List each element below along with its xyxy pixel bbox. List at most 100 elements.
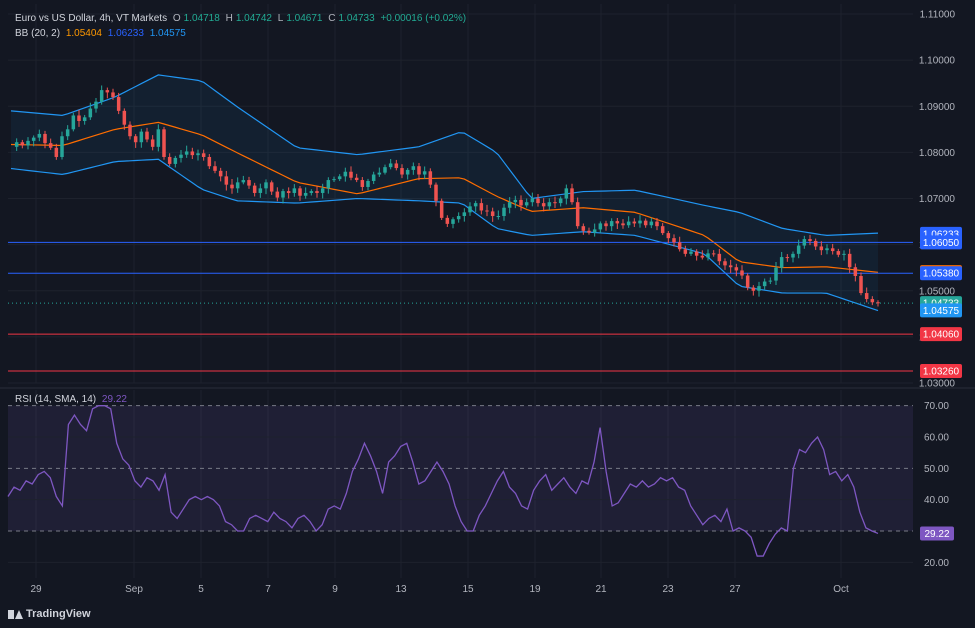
candlestick[interactable] <box>26 137 30 150</box>
candlestick[interactable] <box>354 173 359 183</box>
candlestick[interactable] <box>842 250 846 261</box>
candlestick[interactable] <box>145 127 149 143</box>
candlestick[interactable] <box>643 218 648 228</box>
candlestick[interactable] <box>774 262 778 286</box>
candlestick[interactable] <box>706 249 710 261</box>
candlestick[interactable] <box>870 296 875 306</box>
candlestick[interactable] <box>553 196 557 208</box>
candlestick[interactable] <box>796 239 801 259</box>
candlestick[interactable] <box>400 164 404 179</box>
candlestick[interactable] <box>615 217 620 230</box>
candlestick[interactable] <box>587 227 591 235</box>
candlestick[interactable] <box>77 109 81 127</box>
candlestick[interactable] <box>779 251 784 273</box>
candlestick[interactable] <box>309 189 314 196</box>
candlestick[interactable] <box>383 164 387 175</box>
candlestick[interactable] <box>547 198 552 211</box>
rsi-legend[interactable]: RSI (14, SMA, 14) 29.22 <box>15 394 130 405</box>
candlestick[interactable] <box>37 129 42 142</box>
candlestick[interactable] <box>581 223 586 235</box>
candlestick[interactable] <box>377 167 382 177</box>
candlestick[interactable] <box>813 238 818 250</box>
candlestick[interactable] <box>672 234 676 247</box>
candlestick[interactable] <box>360 177 365 191</box>
candlestick[interactable] <box>462 208 467 222</box>
candlestick[interactable] <box>683 245 688 257</box>
candlestick[interactable] <box>745 273 750 291</box>
candlestick[interactable] <box>638 215 642 228</box>
candlestick[interactable] <box>275 187 280 202</box>
candlestick[interactable] <box>235 177 240 193</box>
candlestick[interactable] <box>269 180 274 195</box>
candlestick[interactable] <box>71 112 76 132</box>
candlestick[interactable] <box>660 222 665 236</box>
candlestick[interactable] <box>496 210 501 220</box>
candlestick[interactable] <box>473 200 478 212</box>
candlestick[interactable] <box>150 135 155 151</box>
candlestick[interactable] <box>133 134 138 148</box>
candlestick[interactable] <box>876 300 880 307</box>
candlestick[interactable] <box>859 272 863 296</box>
candlestick[interactable] <box>519 195 523 211</box>
candlesticks[interactable] <box>14 85 880 307</box>
candlestick[interactable] <box>468 202 472 216</box>
candlestick[interactable] <box>853 263 858 282</box>
candlestick[interactable] <box>734 263 739 277</box>
candlestick[interactable] <box>694 249 699 261</box>
candlestick[interactable] <box>20 139 25 149</box>
candlestick[interactable] <box>819 241 824 256</box>
candlestick[interactable] <box>343 167 348 182</box>
candlestick[interactable] <box>54 143 59 160</box>
candlestick[interactable] <box>791 251 795 263</box>
symbol-title[interactable]: Euro vs US Dollar, 4h, VT Markets <box>15 13 168 24</box>
candlestick[interactable] <box>711 250 716 257</box>
candlestick[interactable] <box>768 277 773 285</box>
candlestick[interactable] <box>388 159 393 170</box>
candlestick[interactable] <box>14 138 19 152</box>
candlestick[interactable] <box>485 204 489 217</box>
candlestick[interactable] <box>60 131 64 160</box>
candlestick[interactable] <box>717 248 722 266</box>
candlestick[interactable] <box>751 285 756 296</box>
candlestick[interactable] <box>502 203 506 221</box>
candlestick[interactable] <box>111 88 115 100</box>
candlestick[interactable] <box>99 85 104 105</box>
candlestick[interactable] <box>728 259 733 274</box>
candlestick[interactable] <box>428 168 433 188</box>
candlestick[interactable] <box>139 128 144 148</box>
candlestick[interactable] <box>626 216 631 228</box>
candlestick[interactable] <box>116 92 121 115</box>
candlestick[interactable] <box>632 218 637 227</box>
tradingview-logo[interactable]: TradingView <box>8 608 91 620</box>
candlestick[interactable] <box>105 87 110 99</box>
candlestick[interactable] <box>337 174 342 182</box>
candlestick[interactable] <box>830 243 835 255</box>
candlestick[interactable] <box>167 153 172 167</box>
candlestick[interactable] <box>94 98 98 113</box>
candlestick[interactable] <box>604 220 608 231</box>
candlestick[interactable] <box>530 192 535 207</box>
bb-legend[interactable]: BB (20, 2) 1.05404 1.06233 1.04575 <box>15 28 189 39</box>
candlestick[interactable] <box>802 235 807 249</box>
candlestick[interactable] <box>649 217 654 229</box>
candlestick[interactable] <box>65 125 70 141</box>
candlestick[interactable] <box>207 154 212 170</box>
candlestick[interactable] <box>439 198 444 221</box>
candlestick[interactable] <box>757 281 761 297</box>
candlestick[interactable] <box>179 150 183 163</box>
candlestick[interactable] <box>320 183 325 199</box>
candlestick[interactable] <box>836 248 841 258</box>
candlestick[interactable] <box>196 149 200 161</box>
candlestick[interactable] <box>785 254 790 262</box>
candlestick[interactable] <box>655 218 659 231</box>
candlestick[interactable] <box>371 171 376 185</box>
candlestick[interactable] <box>536 193 540 207</box>
candlestick[interactable] <box>864 287 869 303</box>
candlestick[interactable] <box>326 177 331 194</box>
candlestick[interactable] <box>513 195 518 209</box>
candlestick[interactable] <box>451 217 455 229</box>
candlestick[interactable] <box>315 186 319 198</box>
candlestick[interactable] <box>445 215 450 227</box>
candlestick[interactable] <box>740 265 744 280</box>
